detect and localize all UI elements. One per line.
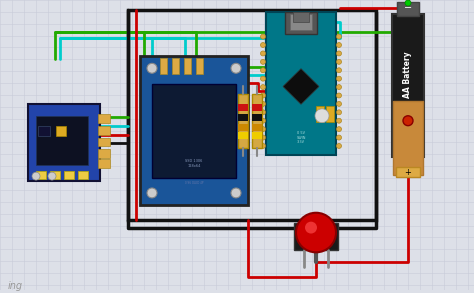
Circle shape <box>48 172 56 180</box>
Circle shape <box>337 85 341 90</box>
Bar <box>36 171 46 179</box>
Circle shape <box>261 68 265 73</box>
Bar <box>64 171 74 179</box>
Bar <box>252 94 262 149</box>
Circle shape <box>296 213 336 252</box>
Circle shape <box>261 51 265 56</box>
Circle shape <box>337 42 341 47</box>
Circle shape <box>315 109 329 123</box>
Circle shape <box>261 85 265 90</box>
Circle shape <box>337 110 341 115</box>
Circle shape <box>337 51 341 56</box>
Bar <box>252 124 262 131</box>
Bar <box>98 137 110 146</box>
Circle shape <box>403 116 413 126</box>
Text: 0.96 OLED 4P: 0.96 OLED 4P <box>185 180 203 185</box>
Bar <box>252 132 262 139</box>
Circle shape <box>231 63 241 73</box>
Bar <box>392 14 424 157</box>
Circle shape <box>337 135 341 140</box>
Bar <box>238 124 248 131</box>
Circle shape <box>337 118 341 123</box>
Text: ing: ing <box>8 281 23 291</box>
Circle shape <box>231 188 241 198</box>
Circle shape <box>337 34 341 39</box>
Bar <box>294 223 338 250</box>
Bar <box>285 12 317 34</box>
Bar <box>196 58 203 74</box>
Circle shape <box>227 184 245 202</box>
Text: 0 5V
SWIN
3.3V: 0 5V SWIN 3.3V <box>296 131 306 144</box>
Text: −: − <box>404 3 412 13</box>
Circle shape <box>261 101 265 106</box>
Circle shape <box>337 76 341 81</box>
Bar <box>36 116 88 165</box>
Bar <box>98 126 110 134</box>
Bar <box>397 2 419 16</box>
Circle shape <box>261 42 265 47</box>
Bar <box>172 58 179 74</box>
Circle shape <box>143 59 161 77</box>
Bar <box>266 12 336 155</box>
Circle shape <box>337 93 341 98</box>
Bar <box>293 12 309 22</box>
Circle shape <box>261 110 265 115</box>
Bar <box>128 10 376 220</box>
Bar <box>252 114 262 121</box>
Bar <box>140 57 248 205</box>
Bar <box>393 101 423 175</box>
Circle shape <box>337 101 341 106</box>
Bar <box>238 94 248 149</box>
Bar <box>326 106 334 122</box>
Bar <box>252 104 262 111</box>
Circle shape <box>227 59 245 77</box>
Bar <box>78 171 88 179</box>
Circle shape <box>261 34 265 39</box>
Circle shape <box>337 59 341 64</box>
Bar <box>238 132 248 139</box>
Circle shape <box>261 144 265 149</box>
Text: +: + <box>405 168 411 177</box>
Text: AA Battery: AA Battery <box>403 51 412 98</box>
Bar <box>50 171 60 179</box>
Bar <box>160 58 167 74</box>
Circle shape <box>305 222 317 234</box>
Bar <box>184 58 191 74</box>
Circle shape <box>261 76 265 81</box>
Polygon shape <box>283 69 319 104</box>
Circle shape <box>261 118 265 123</box>
Circle shape <box>147 63 157 73</box>
Circle shape <box>261 93 265 98</box>
Bar <box>152 84 236 178</box>
Circle shape <box>261 127 265 132</box>
Bar <box>316 106 324 122</box>
Circle shape <box>143 184 161 202</box>
Circle shape <box>337 127 341 132</box>
Bar <box>28 104 100 181</box>
Text: SSD 1306
128x64: SSD 1306 128x64 <box>185 159 203 168</box>
Bar <box>396 167 420 177</box>
Bar <box>56 126 66 136</box>
Bar <box>98 159 110 168</box>
Bar <box>238 104 248 111</box>
Bar <box>290 14 312 30</box>
Bar <box>38 126 50 136</box>
Bar <box>98 114 110 123</box>
Circle shape <box>261 135 265 140</box>
Bar <box>98 149 110 158</box>
Circle shape <box>337 144 341 149</box>
Bar <box>238 114 248 121</box>
Circle shape <box>147 188 157 198</box>
Circle shape <box>32 172 40 180</box>
Circle shape <box>337 68 341 73</box>
Circle shape <box>405 0 411 6</box>
Circle shape <box>261 59 265 64</box>
